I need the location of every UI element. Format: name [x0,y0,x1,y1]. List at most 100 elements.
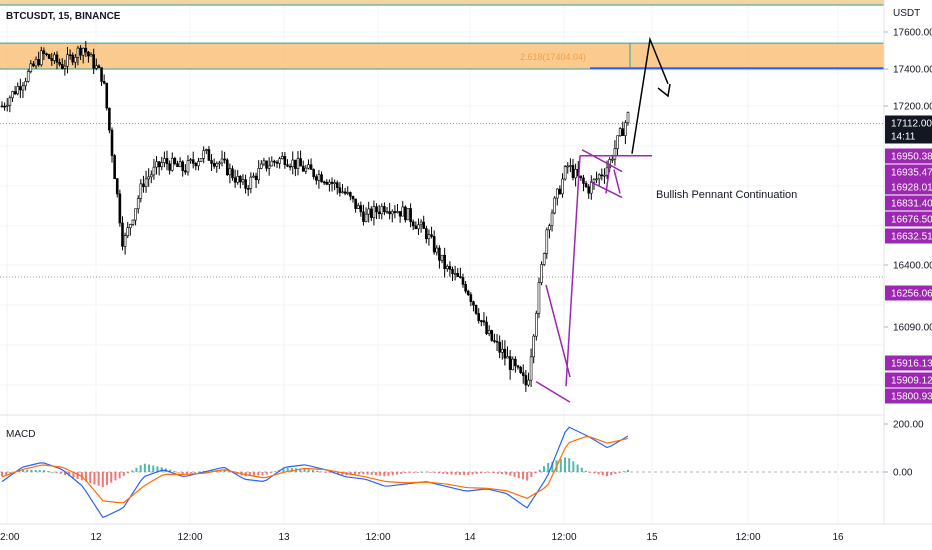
fib-level-label: 2.618(17404.04) [520,52,586,62]
macd-histogram-bar [303,468,306,472]
macd-histogram-bar [169,469,172,472]
macd-axis[interactable]: 200.00 0.00 [884,420,924,479]
candle-body [131,219,135,225]
macd-histogram-bar [505,472,508,475]
signal-line [1,435,629,504]
macd-histogram-bar [194,472,197,473]
macd-histogram-bar [400,472,403,474]
candle-body [257,168,260,181]
macd-histogram-bar [395,472,398,475]
candle-body [267,165,271,169]
macd-histogram-bar [311,470,314,472]
x-tick-label: 14 [464,532,476,543]
price-badge [885,228,932,244]
macd-histogram-bar [337,472,340,475]
candle-body [210,160,213,164]
candle-body [364,213,368,222]
symbol-title[interactable]: BTCUSDT, 15, BINANCE [6,11,121,22]
macd-histogram-bar [68,472,71,477]
projection-path [631,36,669,154]
candle-body [349,192,352,197]
candle-body [613,148,617,160]
candle-body [252,175,255,178]
time-axis[interactable]: 2:00 12 12:00 13 12:00 14 12:00 15 12:00 16 [0,532,844,543]
candle-body [443,254,446,270]
candle-body [396,211,399,213]
macd-histogram-bar [30,469,33,472]
candle-body [359,205,363,213]
candle-body [600,174,604,177]
candle-body [265,160,268,169]
candle-body [519,366,522,374]
candle-body [464,284,467,292]
candle-body [134,208,137,221]
macd-histogram-bar [316,470,319,472]
macd-histogram-bar [362,472,365,475]
price-badge [885,179,932,195]
candle-body [624,122,627,136]
candle-body [514,358,517,367]
candle-body [401,206,405,217]
candle-body [16,86,20,95]
x-tick-label: 16 [832,532,844,543]
y-tick-label: 16400.00 [893,261,932,272]
macd-histogram-bar [26,469,29,472]
price-axis[interactable]: 17600.00 17400.00 17200.00 16400.00 16090.00 [884,28,932,334]
macd-histogram-bar [547,463,550,472]
x-tick-label: 12:00 [551,532,576,543]
macd-label[interactable]: MACD [6,429,35,440]
macd-histogram-bar [618,472,621,473]
macd-histogram-bar [509,472,512,476]
macd-histogram-bar [437,472,440,474]
macd-histogram-bar [282,468,285,472]
candle-body [548,225,551,231]
top-zone-strip [0,0,884,5]
macd-histogram-bar [106,472,109,485]
macd-histogram-bar [563,457,566,472]
supply-zone [0,43,884,69]
candle-body [487,330,491,334]
candle-body [535,313,538,337]
candle-body [241,179,245,183]
candle-body [280,156,284,160]
candle-body [388,211,391,215]
pattern-annotation[interactable]: Bullish Pennant Continuation [656,189,797,201]
macd-histogram-bar [253,472,256,476]
macd-histogram-bar [576,464,579,472]
macd-histogram-bar [442,472,445,474]
candle-body [163,158,166,163]
candle-body [626,112,630,124]
candle-body [343,191,347,194]
candle-body [181,161,185,172]
macd-histogram-bar [320,471,323,473]
price-badge [885,388,932,404]
price-badge-label: 16950.38 [891,152,932,163]
macd-histogram-bar [17,470,20,472]
candle-body [55,54,59,63]
candle-body [3,105,6,108]
candle-body [191,159,195,164]
candle-body [432,236,436,253]
candle-body [189,159,192,161]
candle-body [524,375,528,386]
macd-histogram-bar [496,472,499,474]
candle-body [529,356,533,381]
candle-body [202,150,205,159]
candle-body [239,176,242,183]
candle-body [574,169,577,179]
candle-body [438,247,441,261]
candle-body [414,225,418,230]
candle-body [490,330,494,341]
candle-body [477,313,481,321]
candle-body [81,47,85,56]
candle-body [278,158,281,164]
macd-histogram-bar [127,472,130,474]
macd-histogram-bar [521,472,524,480]
candle-body [569,165,572,167]
candle-body [53,54,56,61]
macd-histogram-bar [416,472,419,473]
candle-body [296,158,300,169]
candle-body [545,229,549,254]
macd-histogram-bar [38,469,41,472]
candle-body [184,170,187,173]
